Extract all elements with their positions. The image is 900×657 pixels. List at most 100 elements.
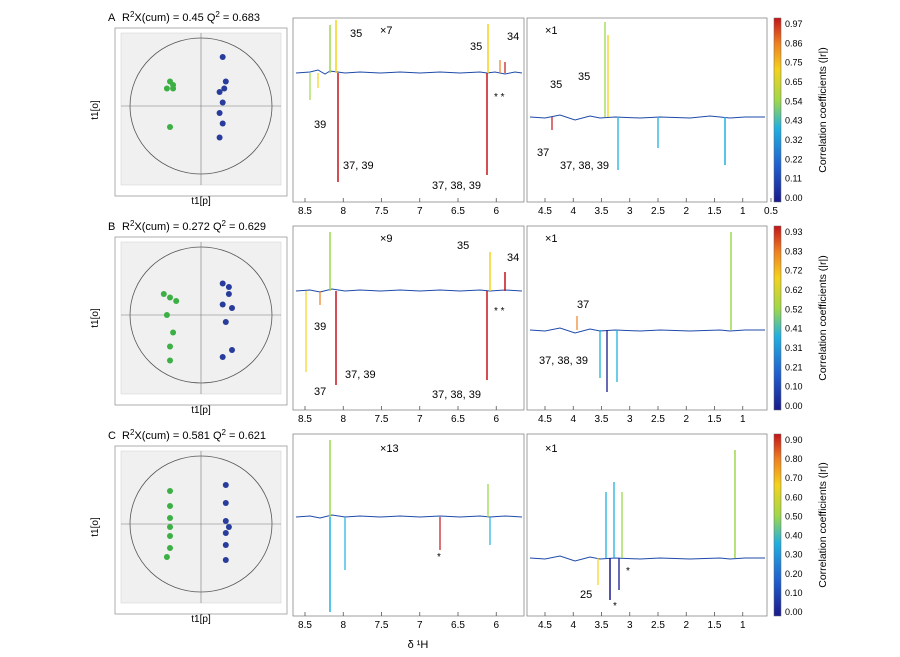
blue-score-point [216, 134, 223, 141]
green-score-point [173, 298, 180, 304]
scale-left-a: ×7 [380, 25, 393, 37]
ann-b-34: 34 [507, 252, 519, 264]
spectrum-right-c: ×1 25 * * 4.5 4 3.5 3 2.5 2 1.5 1 [526, 433, 768, 631]
score-plot-a: t1[o] t1[p] [90, 27, 288, 207]
score-xlabel-b: t1[p] [191, 405, 211, 416]
x-tick-label: 2.5 [651, 414, 665, 425]
blue-score-point [216, 110, 223, 116]
score-plot-b: t1[o] t1[p] [90, 236, 288, 416]
x-tick-label: 8 [340, 414, 346, 425]
ann-a-r-35b: 35 [578, 71, 590, 83]
x-tick-label: 6.5 [451, 206, 465, 217]
green-score-point [167, 294, 173, 301]
x-tick-label: 4 [570, 206, 576, 217]
blue-score-point [229, 347, 235, 353]
x-tick-label: 0.5 [764, 206, 778, 217]
scale-left-b: ×9 [380, 233, 393, 245]
ann-a-37-39: 37, 39 [343, 160, 374, 172]
x-tick-label: 2 [683, 414, 689, 425]
colorbar-tick-label: 0.86 [785, 38, 803, 48]
green-score-point [167, 488, 173, 494]
blue-score-point [222, 518, 229, 524]
colorbar-tick-label: 0.21 [785, 362, 803, 372]
ann-a-r-35a: 35 [550, 79, 562, 91]
colorbar-tick-label: 0.72 [785, 266, 803, 276]
x-tick-label: 2 [683, 620, 689, 631]
row-a: A R2X(cum) = 0.45 Q2 = 0.683 t1[o] t1[p]… [90, 10, 829, 217]
x-tick-label: 6.5 [451, 414, 465, 425]
ann-c-r-25: 25 [580, 589, 592, 601]
x-tick-label: 3.5 [595, 620, 609, 631]
colorbar-tick-label: 0.41 [785, 324, 803, 334]
blue-score-point [225, 284, 232, 290]
x-tick-label: 2 [683, 206, 689, 217]
green-score-point [167, 515, 173, 521]
scale-right-b: ×1 [545, 233, 558, 245]
colorbar-a: 0.97 0.86 0.75 0.65 0.54 0.43 0.32 0.22 0.11 0.00… [773, 17, 829, 203]
green-score-point [167, 545, 173, 551]
x-tick-label: 7 [417, 206, 423, 217]
score-plot-c: t1[o] t1[p] [90, 445, 288, 625]
colorbar-tick-label: 0.65 [785, 77, 803, 87]
x-tick-label: 6.5 [451, 620, 465, 631]
scale-right-c: ×1 [545, 443, 558, 455]
x-tick-label: 3.5 [595, 414, 609, 425]
colorbar-tick-label: 0.10 [785, 382, 803, 392]
blue-score-point [225, 291, 232, 297]
blue-score-point [222, 542, 229, 548]
x-axis-label: δ ¹H [408, 639, 429, 651]
blue-score-point [222, 319, 229, 325]
blue-score-point [219, 301, 226, 308]
row-b: B R2X(cum) = 0.272 Q2 = 0.629 t1[o] t1[p… [90, 219, 829, 425]
scale-right-a: ×1 [545, 25, 558, 37]
spectrum-left-b: ×9 35 34 39 37 37, 39 37, 38, 39 * * 8.5… [292, 225, 525, 425]
colorbar-tick-label: 0.00 [785, 607, 803, 617]
x-tick-label: 4 [570, 414, 576, 425]
colorbar-tick-label: 0.54 [785, 96, 803, 106]
score-xlabel-a: t1[p] [191, 196, 211, 207]
colorbar-label-a: Correlation coefficients (|r|) [817, 47, 829, 172]
colorbar-tick-label: 0.10 [785, 588, 803, 598]
score-ylabel-c: t1[o] [90, 517, 101, 537]
ann-b-39: 39 [314, 321, 326, 333]
x-tick-label: 3 [627, 206, 633, 217]
ann-a-r-37-38-39: 37, 38, 39 [560, 160, 609, 172]
blue-score-point [219, 99, 226, 106]
blue-score-point [219, 120, 226, 127]
x-tick-label: 7.5 [375, 620, 389, 631]
x-tick-label: 4 [570, 620, 576, 631]
spectrum-left-c: ×13 * 8.5 8 7.5 7 6.5 6 [292, 433, 525, 631]
x-tick-label: 2.5 [651, 206, 665, 217]
colorbar-tick-label: 0.90 [785, 435, 803, 445]
green-score-point [163, 85, 170, 92]
ann-b-37-39: 37, 39 [345, 369, 376, 381]
spectrum-right-a: ×1 35 35 37 37, 38, 39 4.5 4 3.5 3 2.5 2 1.5 1 0… [526, 17, 778, 217]
green-score-point [167, 357, 173, 364]
colorbar-tick-label: 0.97 [785, 19, 803, 29]
scale-left-c: ×13 [380, 443, 399, 455]
x-tick-label: 3 [627, 414, 633, 425]
ann-a-34: 34 [507, 31, 519, 43]
x-tick-label: 1 [740, 414, 746, 425]
colorbar-tick-label: 0.32 [785, 135, 803, 145]
colorbar-c: 0.90 0.80 0.70 0.60 0.50 0.40 0.30 0.20 0.10 0.00… [773, 433, 829, 617]
x-tick-label: 1.5 [708, 620, 722, 631]
x-tick-label: 6 [493, 206, 499, 217]
blue-score-point [225, 524, 232, 530]
panel-letter-a: A [108, 12, 116, 24]
colorbar-tick-label: 0.00 [785, 193, 803, 203]
x-tick-label: 4.5 [538, 206, 552, 217]
x-tick-label: 8 [340, 206, 346, 217]
ann-b-37-38-39: 37, 38, 39 [432, 389, 481, 401]
colorbar-tick-label: 0.62 [785, 285, 803, 295]
ann-b-r-37: 37 [577, 299, 589, 311]
x-tick-label: 7.5 [375, 414, 389, 425]
score-ylabel-b: t1[o] [90, 308, 101, 328]
score-xlabel-c: t1[p] [191, 614, 211, 625]
ann-c-r-star2: * [626, 566, 630, 577]
ann-c-star: * [437, 552, 441, 563]
x-tick-label: 6 [493, 414, 499, 425]
blue-score-point [222, 557, 229, 563]
ann-a-stars: * * [494, 92, 505, 103]
